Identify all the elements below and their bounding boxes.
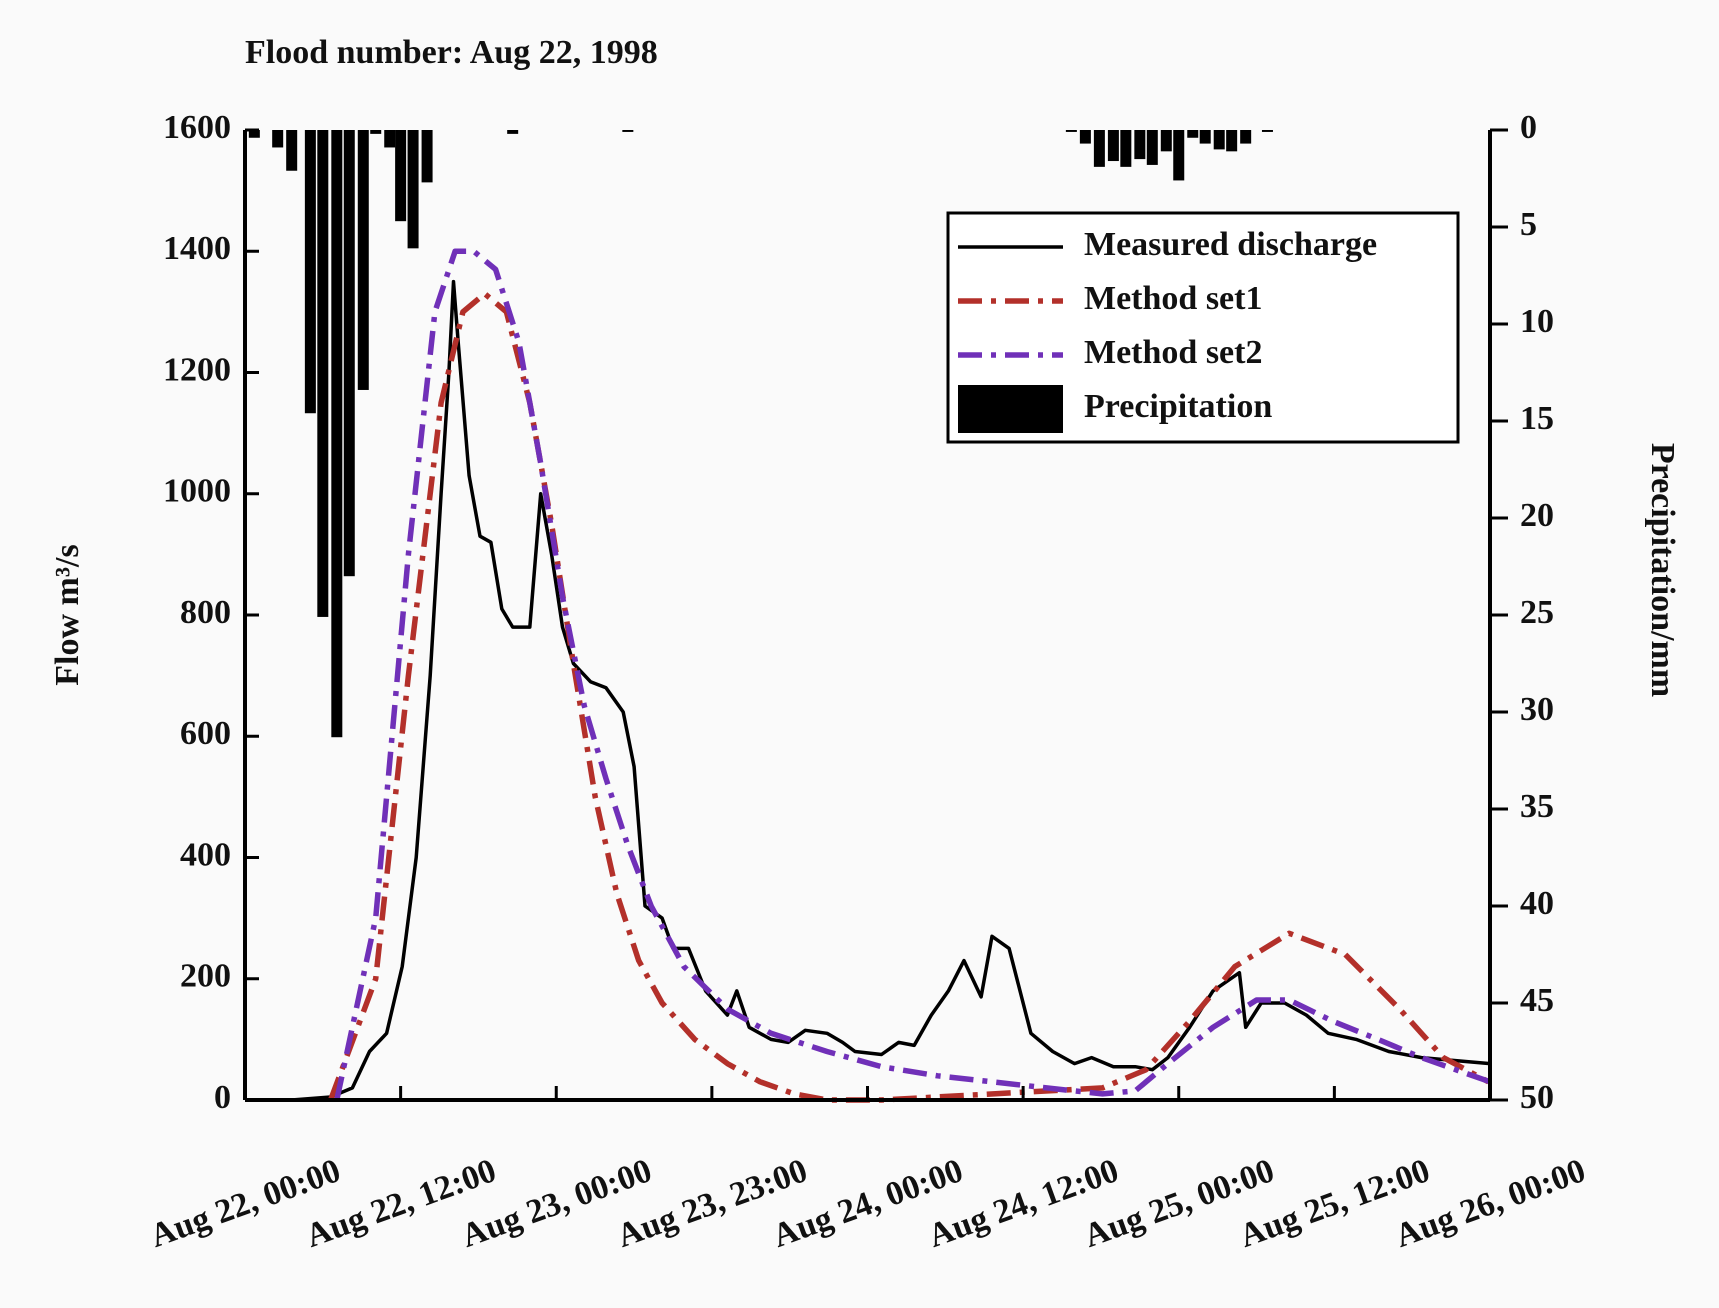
y2-tick-label: 15 bbox=[1520, 400, 1554, 437]
precipitation-bar bbox=[1261, 130, 1273, 132]
precipitation-bar bbox=[1107, 130, 1119, 162]
series-line bbox=[328, 290, 1490, 1103]
y2-tick-label: 45 bbox=[1520, 982, 1554, 1019]
precipitation-bar bbox=[407, 130, 419, 249]
precipitation-bar bbox=[272, 130, 284, 148]
precipitation-bar bbox=[1079, 130, 1091, 144]
y2-tick-label: 25 bbox=[1520, 594, 1554, 631]
y2-tick-label: 40 bbox=[1520, 885, 1554, 922]
precipitation-bar bbox=[1240, 130, 1252, 144]
precipitation-bar bbox=[304, 130, 316, 414]
y2-axis-label: Precipitation/mm bbox=[1644, 443, 1681, 697]
precipitation-bar bbox=[1226, 130, 1238, 152]
y2-tick-label: 35 bbox=[1520, 788, 1554, 825]
series-line bbox=[291, 279, 1491, 1102]
y2-tick-label: 0 bbox=[1520, 109, 1537, 146]
legend-label: Measured discharge bbox=[1084, 226, 1377, 263]
precipitation-bar bbox=[421, 130, 433, 183]
precipitation-bar bbox=[1134, 130, 1146, 160]
y-tick-label: 200 bbox=[180, 958, 231, 995]
legend-label: Method set1 bbox=[1084, 280, 1262, 317]
precipitation-bar bbox=[370, 130, 382, 134]
legend-label: Method set2 bbox=[1084, 334, 1262, 371]
y2-tick-label: 20 bbox=[1520, 497, 1554, 534]
precipitation-bar bbox=[507, 130, 519, 134]
y2-tick-label: 5 bbox=[1520, 206, 1537, 243]
precipitation-bar bbox=[1065, 130, 1077, 132]
y-tick-label: 1000 bbox=[163, 473, 231, 510]
precipitation-bar bbox=[286, 130, 298, 171]
precipitation-bar bbox=[343, 130, 355, 577]
precipitation-bar bbox=[395, 130, 407, 222]
y-tick-label: 0 bbox=[214, 1079, 231, 1116]
precipitation-bar bbox=[331, 130, 343, 738]
y-tick-label: 1600 bbox=[163, 109, 231, 146]
precipitation-bar bbox=[1146, 130, 1158, 165]
series-line bbox=[334, 248, 1491, 1101]
y-tick-label: 400 bbox=[180, 836, 231, 873]
y-tick-label: 800 bbox=[180, 594, 231, 631]
precipitation-bar bbox=[622, 130, 634, 132]
precipitation-bar bbox=[248, 130, 260, 138]
legend-swatch bbox=[958, 385, 1063, 433]
y-tick-label: 1400 bbox=[163, 230, 231, 267]
precipitation-bar bbox=[1160, 130, 1172, 152]
precipitation-bar bbox=[1187, 130, 1199, 138]
chart-title: Flood number: Aug 22, 1998 bbox=[245, 34, 658, 71]
precipitation-bar bbox=[1093, 130, 1105, 167]
y2-tick-label: 50 bbox=[1520, 1079, 1554, 1116]
y-axis-label: Flow m³/s bbox=[49, 544, 86, 685]
y2-tick-label: 10 bbox=[1520, 303, 1554, 340]
precipitation-bar bbox=[1213, 130, 1225, 150]
precipitation-bar bbox=[1120, 130, 1132, 167]
precipitation-bar bbox=[1199, 130, 1211, 144]
legend-label: Precipitation bbox=[1084, 388, 1272, 425]
precipitation-bar bbox=[357, 130, 369, 390]
y-tick-label: 1200 bbox=[163, 351, 231, 388]
y2-tick-label: 30 bbox=[1520, 691, 1554, 728]
y-tick-label: 600 bbox=[180, 715, 231, 752]
precipitation-bar bbox=[384, 130, 396, 148]
precipitation-bar bbox=[1173, 130, 1185, 181]
precipitation-bar bbox=[317, 130, 329, 617]
